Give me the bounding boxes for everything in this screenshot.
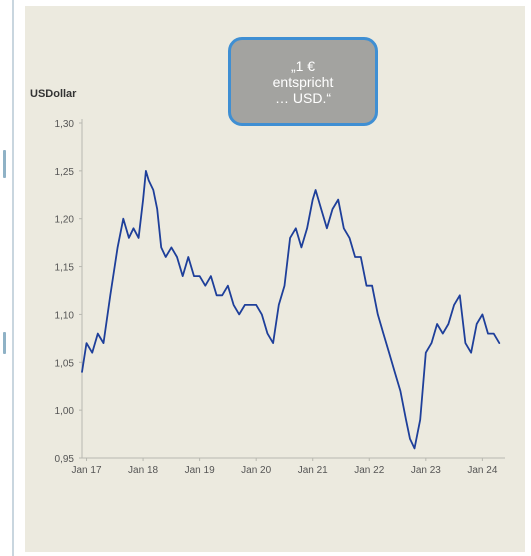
callout-line-2: entspricht <box>272 73 334 90</box>
x-tick-label: Jan 18 <box>128 465 158 476</box>
x-tick-label: Jan 22 <box>354 465 384 476</box>
edge-mark <box>3 150 6 178</box>
x-tick-label: Jan 20 <box>241 465 271 476</box>
callout-line-1: „1 € <box>290 57 316 74</box>
y-tick-label: 1,05 <box>55 358 75 369</box>
y-tick-label: 1,10 <box>55 310 75 321</box>
x-tick-label: Jan 19 <box>185 465 215 476</box>
y-tick-label: 1,20 <box>55 215 75 226</box>
x-tick-label: Jan 21 <box>298 465 328 476</box>
y-tick-label: 1,25 <box>55 167 75 178</box>
y-tick-label: 1,15 <box>55 263 75 274</box>
x-tick-label: Jan 17 <box>72 465 102 476</box>
series-line <box>81 169 501 450</box>
edge-mark <box>3 332 6 354</box>
chart-plot-area <box>81 169 501 450</box>
left-edge-strip <box>0 0 14 556</box>
x-tick-label: Jan 24 <box>467 465 497 476</box>
x-tick-label: Jan 23 <box>411 465 441 476</box>
y-tick-label: 1,30 <box>55 119 75 130</box>
y-axis-label: USDollar <box>30 88 77 100</box>
y-tick-label: 0,95 <box>55 454 75 465</box>
callout-box: „1 € entspricht … USD.“ <box>228 37 378 126</box>
callout-line-3: … USD.“ <box>275 89 331 106</box>
y-tick-label: 1,00 <box>55 406 75 417</box>
